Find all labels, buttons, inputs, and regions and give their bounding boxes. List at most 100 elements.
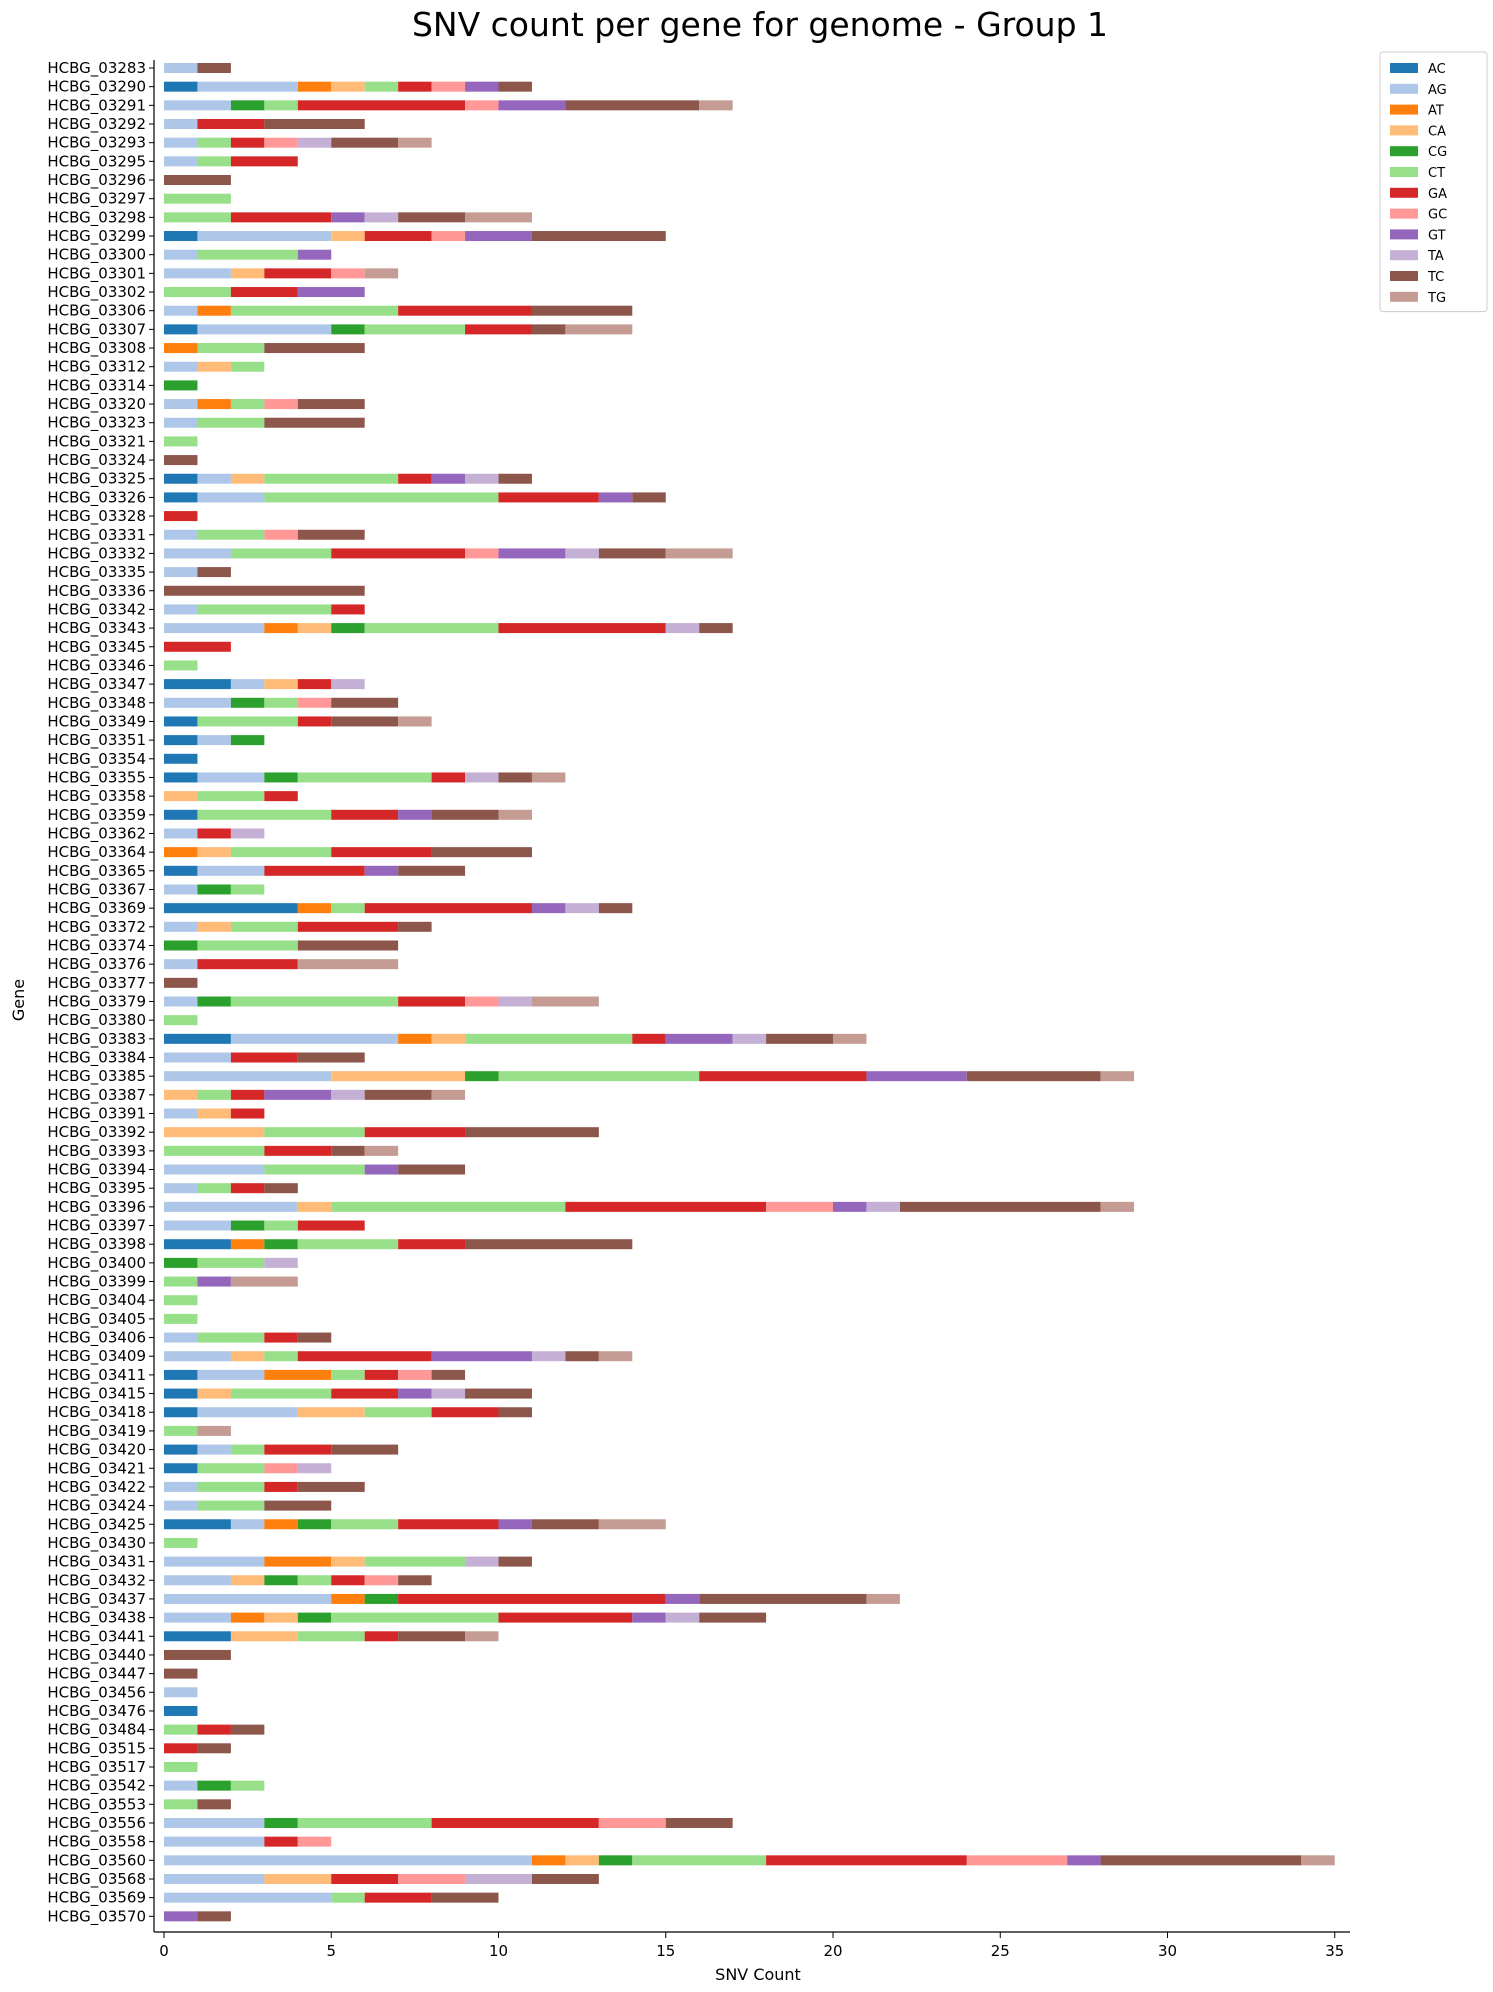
bar-HCBG_03343-CG [331, 623, 365, 634]
bar-HCBG_03301-GC [331, 268, 365, 279]
bar-HCBG_03320-GC [264, 399, 298, 410]
bar-HCBG_03376-TG [297, 959, 399, 970]
bar-HCBG_03376-AG [164, 959, 198, 970]
bar-HCBG_03307-TC [531, 324, 566, 335]
bar-HCBG_03385-CG [465, 1071, 499, 1082]
bar-HCBG_03425-CG [297, 1519, 332, 1530]
y-tick-label: HCBG_03372 [47, 918, 146, 937]
bar-HCBG_03384-TC [297, 1052, 365, 1063]
bar-HCBG_03307-GA [465, 324, 532, 335]
bar-HCBG_03326-GA [498, 492, 599, 503]
y-tick-label: HCBG_03328 [47, 507, 146, 526]
bar-HCBG_03437-CG [364, 1593, 399, 1604]
bar-HCBG_03398-AT [230, 1239, 265, 1250]
legend-label-GC: GC [1428, 208, 1447, 223]
bar-HCBG_03422-GA [264, 1481, 298, 1492]
bar-HCBG_03383-AT [398, 1033, 432, 1044]
bar-HCBG_03383-TG [833, 1033, 867, 1044]
y-tick-label: HCBG_03351 [47, 731, 146, 750]
bar-HCBG_03415-CA [197, 1388, 231, 1399]
y-axis-label: Gene [9, 979, 28, 1021]
bar-HCBG_03560-AT [531, 1855, 566, 1866]
bar-HCBG_03568-GC [398, 1873, 466, 1884]
bar-HCBG_03359-CT [197, 809, 332, 820]
bar-HCBG_03306-AG [164, 305, 198, 316]
bar-HCBG_03556-CG [264, 1817, 298, 1828]
legend-label-TC: TC [1427, 270, 1444, 285]
y-tick-label: HCBG_03391 [47, 1105, 146, 1124]
bar-HCBG_03387-CA [164, 1089, 198, 1100]
bar-HCBG_03369-TC [598, 903, 633, 914]
bar-HCBG_03425-AG [230, 1519, 265, 1530]
bar-HCBG_03365-TC [398, 865, 466, 876]
bar-HCBG_03437-GA [398, 1593, 666, 1604]
bar-HCBG_03306-AT [197, 305, 231, 316]
bar-HCBG_03431-TC [498, 1556, 532, 1567]
bar-HCBG_03391-CA [197, 1108, 231, 1119]
bar-HCBG_03326-AG [197, 492, 265, 503]
bar-HCBG_03326-GT [598, 492, 633, 503]
y-tick-label: HCBG_03385 [47, 1067, 146, 1086]
bar-HCBG_03558-GC [297, 1836, 332, 1847]
bar-HCBG_03343-AG [164, 623, 265, 634]
bar-HCBG_03418-CT [364, 1407, 432, 1418]
bar-HCBG_03396-GT [833, 1201, 867, 1212]
bar-HCBG_03372-CT [230, 921, 298, 932]
bar-HCBG_03325-CA [230, 473, 265, 484]
bar-HCBG_03302-CT [164, 287, 231, 298]
bar-HCBG_03326-AC [164, 492, 198, 503]
bar-HCBG_03348-TC [331, 697, 399, 708]
bar-HCBG_03291-AG [164, 100, 231, 111]
bar-HCBG_03364-AT [164, 847, 198, 858]
y-tick-label: HCBG_03298 [47, 208, 146, 227]
bar-HCBG_03399-CT [164, 1276, 198, 1287]
bar-HCBG_03542-CT [230, 1780, 265, 1791]
y-tick-label: HCBG_03421 [47, 1459, 146, 1478]
bar-HCBG_03358-GA [264, 791, 298, 802]
bar-HCBG_03431-AG [164, 1556, 265, 1567]
y-tick-label: HCBG_03406 [47, 1329, 146, 1348]
bar-HCBG_03369-AC [164, 903, 298, 914]
bar-HCBG_03420-TC [331, 1444, 399, 1455]
bar-HCBG_03441-CT [297, 1631, 365, 1642]
bar-HCBG_03323-CT [197, 417, 265, 428]
y-tick-label: HCBG_03362 [47, 824, 146, 843]
y-tick-label: HCBG_03321 [47, 432, 146, 451]
x-tick-label: 10 [489, 1942, 508, 1960]
bar-HCBG_03325-TA [465, 473, 499, 484]
y-tick-label: HCBG_03476 [47, 1702, 146, 1721]
bar-HCBG_03298-TG [465, 212, 532, 223]
bar-HCBG_03307-CG [331, 324, 365, 335]
bar-HCBG_03325-CT [264, 473, 399, 484]
bar-HCBG_03418-TC [498, 1407, 532, 1418]
y-tick-label: HCBG_03415 [47, 1385, 146, 1404]
bar-HCBG_03351-AG [197, 735, 231, 746]
bar-HCBG_03558-GA [264, 1836, 298, 1847]
bar-HCBG_03421-GC [264, 1463, 298, 1474]
y-tick-label: HCBG_03515 [47, 1739, 146, 1758]
y-tick-label: HCBG_03422 [47, 1478, 146, 1497]
bar-HCBG_03336-TC [164, 585, 365, 596]
y-tick-label: HCBG_03558 [47, 1833, 146, 1852]
bar-HCBG_03295-GA [230, 156, 298, 167]
bar-HCBG_03369-GA [364, 903, 532, 914]
bar-HCBG_03301-CA [230, 268, 265, 279]
bar-HCBG_03415-TA [431, 1388, 466, 1399]
legend-label-AC: AC [1428, 62, 1446, 77]
y-tick-label: HCBG_03456 [47, 1683, 146, 1702]
bar-HCBG_03422-AG [164, 1481, 198, 1492]
bar-HCBG_03343-GA [498, 623, 666, 634]
x-tick-label: 35 [1325, 1942, 1344, 1960]
bar-HCBG_03299-GC [431, 231, 466, 242]
bar-HCBG_03560-TC [1100, 1855, 1302, 1866]
bar-HCBG_03440-TC [164, 1649, 231, 1660]
bar-HCBG_03290-GT [465, 81, 499, 92]
bar-HCBG_03420-AG [197, 1444, 231, 1455]
y-tick-label: HCBG_03411 [47, 1366, 146, 1385]
bar-HCBG_03560-GT [1067, 1855, 1101, 1866]
bar-HCBG_03359-GA [331, 809, 399, 820]
bar-HCBG_03438-CG [297, 1612, 332, 1623]
legend-label-CT: CT [1428, 166, 1445, 181]
bar-HCBG_03377-TC [164, 977, 198, 988]
